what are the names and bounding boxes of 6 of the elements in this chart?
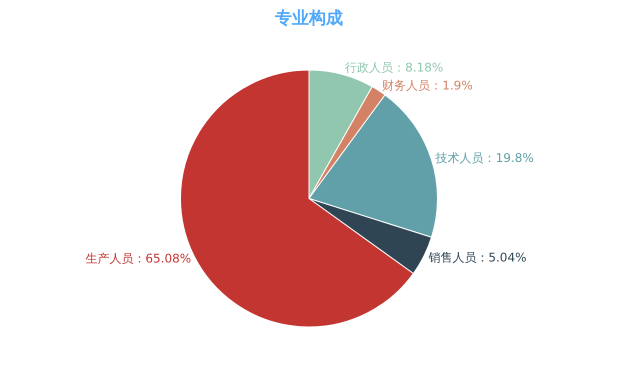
slice-label: 生产人员：65.08% [85,252,192,266]
slice-label: 财务人员：1.9% [382,78,473,93]
slice-label: 技术人员：19.8% [434,150,534,165]
chart-title: 专业构成 [274,8,343,28]
slice-label: 行政人员：8.18% [345,60,444,75]
slice-label: 销售人员：5.04% [427,250,526,265]
